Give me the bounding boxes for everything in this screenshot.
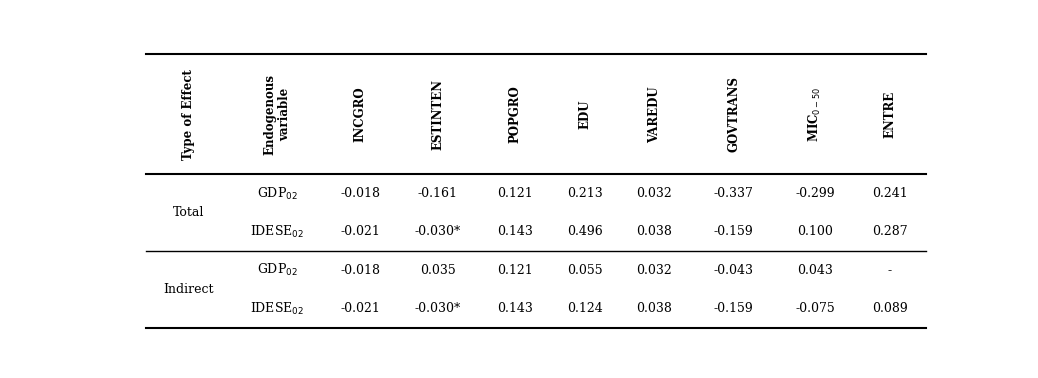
Text: 0.241: 0.241 (872, 187, 908, 200)
Text: 0.287: 0.287 (872, 225, 908, 239)
Text: EDU: EDU (578, 99, 592, 129)
Text: ESTINTEN: ESTINTEN (432, 79, 444, 150)
Text: -0.159: -0.159 (714, 225, 754, 239)
Text: GDP$_{02}$: GDP$_{02}$ (257, 262, 298, 278)
Text: 0.213: 0.213 (567, 187, 603, 200)
Text: 0.035: 0.035 (420, 264, 456, 277)
Text: -0.021: -0.021 (340, 225, 380, 239)
Text: -0.159: -0.159 (714, 302, 754, 315)
Text: -0.161: -0.161 (418, 187, 458, 200)
Text: Endogenous
variable: Endogenous variable (264, 74, 292, 155)
Text: VAREDU: VAREDU (648, 86, 661, 143)
Text: 0.100: 0.100 (797, 225, 834, 239)
Text: INCGRO: INCGRO (354, 87, 366, 142)
Text: -0.030*: -0.030* (415, 225, 461, 239)
Text: -0.299: -0.299 (795, 187, 836, 200)
Text: 0.038: 0.038 (636, 302, 673, 315)
Text: 0.032: 0.032 (636, 264, 673, 277)
Text: -0.043: -0.043 (714, 264, 754, 277)
Text: 0.089: 0.089 (872, 302, 908, 315)
Text: 0.121: 0.121 (497, 264, 534, 277)
Text: GDP$_{02}$: GDP$_{02}$ (257, 186, 298, 202)
Text: Indirect: Indirect (163, 283, 214, 296)
Text: 0.032: 0.032 (636, 187, 673, 200)
Text: -0.021: -0.021 (340, 302, 380, 315)
Text: -0.018: -0.018 (340, 264, 380, 277)
Text: -: - (887, 264, 892, 277)
Text: -0.075: -0.075 (795, 302, 836, 315)
Text: ENTRE: ENTRE (883, 91, 897, 138)
Text: Total: Total (172, 206, 203, 219)
Text: -0.030*: -0.030* (415, 302, 461, 315)
Text: 0.496: 0.496 (567, 225, 603, 239)
Text: 0.124: 0.124 (567, 302, 603, 315)
Text: 0.121: 0.121 (497, 187, 534, 200)
Text: Type of Effect: Type of Effect (182, 69, 194, 160)
Text: -0.018: -0.018 (340, 187, 380, 200)
Text: IDESE$_{02}$: IDESE$_{02}$ (250, 301, 304, 317)
Text: POPGRO: POPGRO (509, 85, 522, 143)
Text: 0.055: 0.055 (567, 264, 603, 277)
Text: MIC$_{0-50}$: MIC$_{0-50}$ (808, 87, 823, 142)
Text: 0.143: 0.143 (497, 302, 534, 315)
Text: -0.337: -0.337 (714, 187, 754, 200)
Text: 0.043: 0.043 (797, 264, 834, 277)
Text: 0.143: 0.143 (497, 225, 534, 239)
Text: IDESE$_{02}$: IDESE$_{02}$ (250, 224, 304, 240)
Text: 0.038: 0.038 (636, 225, 673, 239)
Text: GOVTRANS: GOVTRANS (728, 76, 740, 152)
